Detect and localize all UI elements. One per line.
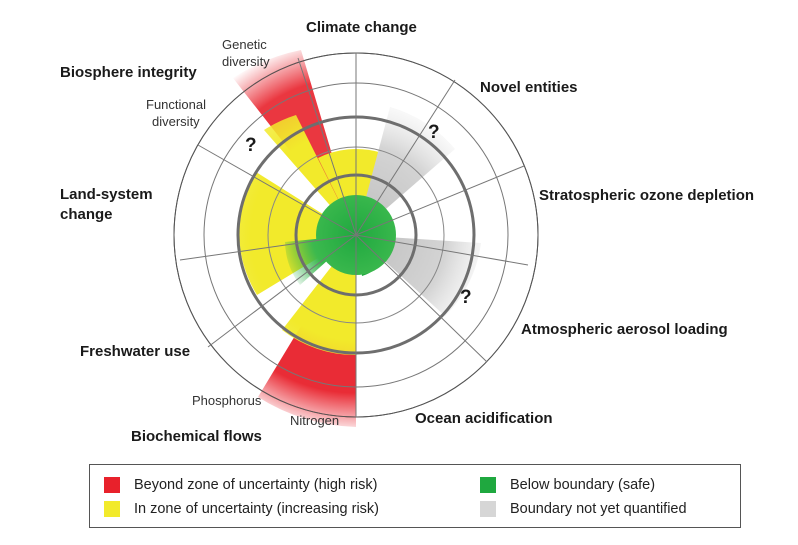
legend-item-increasing-risk: In zone of uncertainty (increasing risk) bbox=[104, 501, 379, 517]
label-genetic-line1: Genetic bbox=[222, 37, 267, 52]
label-climate-change: Climate change bbox=[306, 19, 417, 36]
label-functional-line1: Functional bbox=[146, 97, 206, 112]
unknown-mark-novel-entities: ? bbox=[428, 122, 440, 143]
label-aerosol-loading: Atmospheric aerosol loading bbox=[521, 321, 728, 338]
label-land-system-line2: change bbox=[60, 206, 113, 223]
unknown-mark-aerosol: ? bbox=[460, 287, 472, 308]
label-phosphorus: Phosphorus bbox=[192, 393, 262, 408]
legend-label-increasing-risk: In zone of uncertainty (increasing risk) bbox=[134, 501, 379, 517]
legend-label-safe: Below boundary (safe) bbox=[510, 477, 656, 493]
legend-item-safe: Below boundary (safe) bbox=[480, 477, 655, 493]
label-genetic-line2: diversity bbox=[222, 54, 270, 69]
legend-item-not-quantified: Boundary not yet quantified bbox=[480, 501, 687, 517]
spokes bbox=[179, 53, 529, 417]
legend-swatch-gray bbox=[480, 501, 496, 517]
legend-swatch-green bbox=[480, 477, 496, 493]
label-functional-line2: diversity bbox=[152, 114, 200, 129]
label-freshwater-use: Freshwater use bbox=[80, 343, 190, 360]
label-land-system-line1: Land-system bbox=[60, 186, 153, 203]
legend-item-high-risk: Beyond zone of uncertainty (high risk) bbox=[104, 477, 377, 493]
wedge-land-system-yellow bbox=[239, 172, 356, 295]
legend-label-not-quantified: Boundary not yet quantified bbox=[510, 501, 687, 517]
legend-swatch-yellow bbox=[104, 501, 120, 517]
wedge-novel-entities-gray bbox=[356, 107, 455, 235]
legend: Beyond zone of uncertainty (high risk) I… bbox=[89, 464, 741, 528]
legend-label-high-risk: Beyond zone of uncertainty (high risk) bbox=[134, 477, 378, 493]
label-ozone-depletion: Stratospheric ozone depletion bbox=[539, 187, 754, 204]
legend-swatch-red bbox=[104, 477, 120, 493]
label-biosphere-integrity: Biosphere integrity bbox=[60, 64, 197, 81]
label-nitrogen: Nitrogen bbox=[290, 413, 339, 428]
label-biochemical-flows: Biochemical flows bbox=[131, 428, 262, 445]
unknown-mark-biosphere: ? bbox=[245, 135, 257, 156]
label-ocean-acidification: Ocean acidification bbox=[415, 410, 553, 427]
label-novel-entities: Novel entities bbox=[480, 79, 578, 96]
wedge-climate-yellow bbox=[318, 148, 379, 235]
